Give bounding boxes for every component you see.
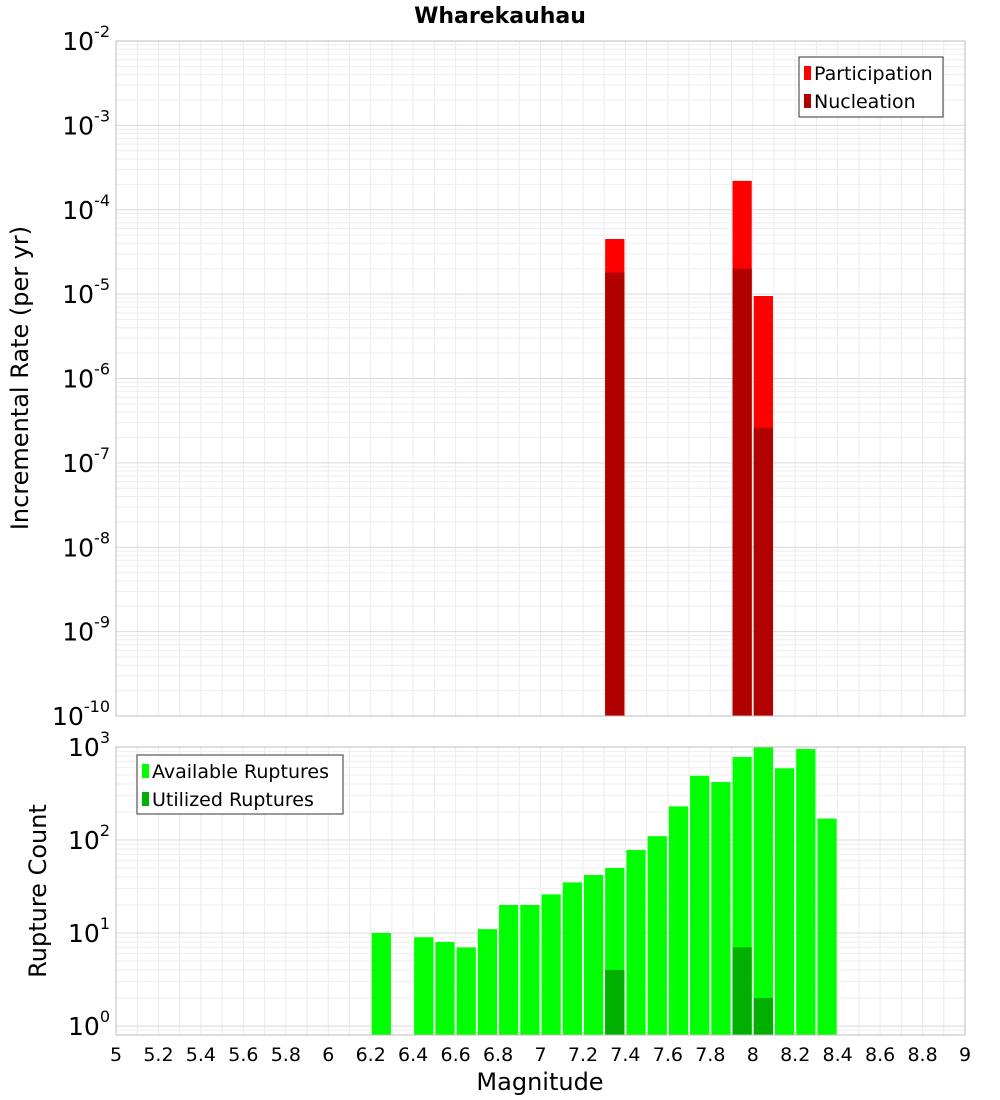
y-tick-label: 102 [68,821,110,855]
top-y-axis-label: Incremental Rate (per yr) [6,226,34,530]
x-tick-label: 7.2 [568,1044,598,1066]
y-tick-label: 100 [68,1007,110,1041]
available-ruptures-bar [583,875,604,1035]
available-ruptures-bar [541,894,561,1035]
grid [115,41,966,717]
available-ruptures-bar [435,942,455,1035]
legend-box [798,56,944,118]
legend: Participation Nucleation [798,56,944,118]
y-tick-label: 10-4 [62,191,110,225]
top-plot-panel: 10-10 10-9 10-8 10-7 10-6 10-5 10-4 10-3 10-2 Par… [52,22,966,731]
utilized-ruptures-bar [732,947,752,1035]
bottom-y-axis-label: Rupture Count [24,804,52,978]
legend: Available Ruptures Utilized Ruptures [136,754,344,815]
available-ruptures-bar [817,818,837,1035]
y-tick-label: 10-3 [62,106,110,140]
x-tick-label: 6.6 [440,1044,470,1066]
x-tick-labels: 5 5.2 5.4 5.6 5.8 6 6.2 6.4 6.6 6.8 7 7.2 7.4 7.6 7.8 8… [110,1044,971,1066]
legend-swatch [804,94,811,108]
x-tick-label: 8.2 [780,1044,810,1066]
x-tick-label: 7.8 [695,1044,725,1066]
y-tick-label: 10-6 [62,360,110,394]
legend-label: Nucleation [814,91,916,113]
legend-swatch [142,792,149,806]
x-tick-label: 5 [110,1044,122,1066]
legend-swatch [142,764,149,778]
available-ruptures-bar [796,749,816,1035]
available-ruptures-bar [690,775,710,1035]
x-tick-label: 8.8 [907,1044,937,1066]
utilized-ruptures-bar [605,969,625,1035]
y-tick-label: 10-8 [62,528,110,562]
available-ruptures-bar [774,768,795,1035]
y-tick-labels: 100 101 102 103 [68,728,110,1041]
available-ruptures-bar [647,836,667,1035]
available-ruptures-bar [499,904,519,1035]
bars [605,180,773,716]
legend-label: Utilized Ruptures [152,789,314,811]
y-tick-label: 10-7 [62,444,110,478]
plot-frame [115,746,966,1036]
available-ruptures-bar [371,932,391,1035]
legend-swatch [804,66,811,80]
x-tick-label: 8 [747,1044,759,1066]
available-ruptures-bar [456,947,476,1035]
plot-frame [115,40,966,717]
nucleation-bar [732,268,752,716]
bottom-plot-panel: 100 101 102 103 Available Ruptures Utilized R… [68,728,966,1041]
x-tick-label: 7.4 [610,1044,640,1066]
available-ruptures-bar [711,782,731,1035]
x-tick-label: 6.2 [356,1044,386,1066]
y-tick-label: 103 [68,728,110,762]
available-ruptures-bar [562,882,582,1035]
y-tick-label: 10-10 [52,697,110,731]
x-tick-label: 6.4 [398,1044,428,1066]
x-tick-label: 5.2 [143,1044,173,1066]
x-tick-label: 7.6 [653,1044,683,1066]
available-ruptures-bar [668,806,689,1035]
available-ruptures-bar [626,850,646,1035]
chart-title: Wharekauhau [414,4,586,29]
y-tick-label: 10-9 [62,613,110,647]
x-tick-label: 5.8 [271,1044,301,1066]
legend-label: Participation [814,63,933,85]
y-tick-label: 10-5 [62,275,110,309]
bars [371,747,837,1035]
legend-label: Available Ruptures [152,761,329,783]
x-tick-label: 8.6 [865,1044,895,1066]
available-ruptures-bar [414,937,434,1035]
available-ruptures-bar [520,904,540,1035]
x-tick-label: 6 [322,1044,334,1066]
x-axis-label: Magnitude [476,1068,603,1096]
y-tick-label: 10-2 [62,22,110,56]
nucleation-bar [753,427,773,716]
x-tick-label: 5.4 [186,1044,216,1066]
x-tick-label: 5.6 [228,1044,258,1066]
x-tick-label: 9 [959,1044,971,1066]
nucleation-bar [605,272,625,716]
available-ruptures-bar [477,929,498,1035]
legend-box [136,754,344,815]
y-tick-labels: 10-10 10-9 10-8 10-7 10-6 10-5 10-4 10-3 10-2 [52,22,110,731]
x-tick-label: 7 [534,1044,546,1066]
y-tick-label: 101 [68,914,110,948]
utilized-ruptures-bar [753,997,773,1035]
available-ruptures-bar [753,747,773,1035]
x-tick-label: 6.8 [483,1044,513,1066]
x-tick-label: 8.4 [823,1044,853,1066]
